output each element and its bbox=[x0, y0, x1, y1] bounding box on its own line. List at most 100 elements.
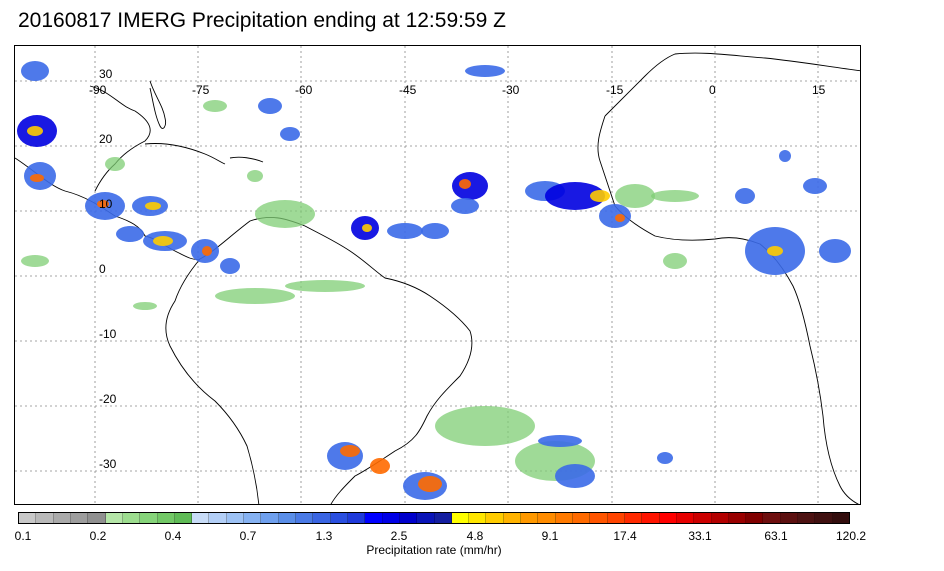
colorbar-swatch bbox=[399, 513, 418, 523]
precip-cell-moderate bbox=[657, 452, 673, 464]
colorbar-tick-label: 9.1 bbox=[541, 529, 559, 543]
longitude-label: -90 bbox=[89, 83, 107, 97]
map-title: 20160817 IMERG Precipitation ending at 1… bbox=[18, 9, 506, 32]
colorbar-swatch bbox=[417, 513, 435, 523]
colorbar-tick-label: 0.2 bbox=[89, 529, 107, 543]
colorbar-swatch bbox=[140, 513, 158, 523]
longitude-label: 15 bbox=[812, 83, 826, 97]
coastline-florida bbox=[149, 80, 166, 129]
colorbar-swatch bbox=[70, 513, 89, 523]
latitude-label: 10 bbox=[99, 197, 113, 211]
latitude-label: -10 bbox=[99, 327, 117, 341]
precip-cell-light bbox=[21, 255, 49, 267]
colorbar-tick-label: 1.3 bbox=[315, 529, 333, 543]
precip-cell-light bbox=[663, 253, 687, 269]
latitude-label: 20 bbox=[99, 132, 113, 146]
precip-cell-moderate bbox=[387, 223, 423, 239]
colorbar-swatch bbox=[728, 513, 747, 523]
colorbar-tick-label: 120.2 bbox=[835, 529, 867, 543]
colorbar-swatch bbox=[313, 513, 331, 523]
precipitation-map[interactable]: -90 -75 -60 -45 -30 -15 0 15 30 20 10 0 -10 -20 -30 bbox=[14, 45, 861, 505]
precip-cell-light bbox=[651, 190, 699, 202]
precip-cell-light bbox=[105, 157, 125, 171]
colorbar-swatch bbox=[780, 513, 799, 523]
longitude-label: -60 bbox=[295, 83, 313, 97]
colorbar-label: Precipitation rate (mm/hr) bbox=[366, 543, 502, 557]
precip-cell-intense bbox=[27, 126, 43, 136]
colorbar-swatch bbox=[521, 513, 539, 523]
coastline-cuba bbox=[144, 143, 226, 165]
coastline-south-america-west bbox=[165, 258, 260, 504]
precip-cell-moderate bbox=[819, 239, 851, 263]
coastline-africa bbox=[604, 52, 860, 117]
precip-cell-moderate bbox=[258, 98, 282, 114]
colorbar-swatch bbox=[486, 513, 504, 523]
coastline-africa-west bbox=[597, 115, 859, 504]
colorbar-tick-label: 0.4 bbox=[164, 529, 182, 543]
colorbar-swatch bbox=[503, 513, 522, 523]
latitude-labels: 30 20 10 0 -10 -20 -30 bbox=[99, 67, 117, 471]
colorbar-swatch bbox=[694, 513, 712, 523]
colorbar-swatch bbox=[763, 513, 781, 523]
colorbar-swatch bbox=[347, 513, 366, 523]
colorbar-swatch bbox=[261, 513, 279, 523]
precip-cell-moderate bbox=[779, 150, 791, 162]
latitude-label: -20 bbox=[99, 392, 117, 406]
colorbar-swatch bbox=[815, 513, 833, 523]
precip-cell-extreme bbox=[30, 174, 44, 182]
precip-cell-extreme bbox=[202, 246, 212, 256]
colorbar-tick-label: 2.5 bbox=[390, 529, 408, 543]
colorbar-swatch bbox=[538, 513, 556, 523]
precip-cell-light bbox=[285, 280, 365, 292]
longitude-labels: -90 -75 -60 -45 -30 -15 0 15 bbox=[89, 83, 826, 97]
colorbar-swatch bbox=[174, 513, 193, 523]
precip-cell-moderate bbox=[555, 464, 595, 488]
colorbar-swatch bbox=[296, 513, 314, 523]
colorbar-swatch bbox=[624, 513, 643, 523]
colorbar-swatch bbox=[209, 513, 227, 523]
precip-cell-moderate bbox=[803, 178, 827, 194]
precip-cell-light bbox=[133, 302, 157, 310]
precip-cell-light bbox=[247, 170, 263, 182]
colorbar-swatch bbox=[451, 513, 470, 523]
gridlines bbox=[15, 46, 860, 504]
colorbar-swatch bbox=[226, 513, 245, 523]
colorbar-swatch bbox=[157, 513, 175, 523]
colorbar-tick-label: 17.4 bbox=[613, 529, 637, 543]
colorbar-swatch bbox=[642, 513, 660, 523]
precip-cell-intense bbox=[590, 190, 610, 202]
precip-cell-extreme bbox=[97, 200, 109, 208]
precip-cell-light bbox=[435, 406, 535, 446]
longitude-label: -30 bbox=[502, 83, 520, 97]
latitude-label: 30 bbox=[99, 67, 113, 81]
precipitation-field bbox=[17, 61, 851, 500]
colorbar-swatch bbox=[832, 513, 849, 523]
precip-cell-light bbox=[615, 184, 655, 208]
colorbar-swatch bbox=[53, 513, 71, 523]
precip-cell-extreme bbox=[340, 445, 360, 457]
precip-cell-light bbox=[203, 100, 227, 112]
precip-cell-extreme bbox=[615, 214, 625, 222]
precip-cell-moderate bbox=[451, 198, 479, 214]
colorbar-swatch bbox=[365, 513, 383, 523]
precip-cell-moderate bbox=[465, 65, 505, 77]
colorbar bbox=[18, 512, 850, 524]
colorbar-tick-label: 0.1 bbox=[14, 529, 32, 543]
precip-cell-moderate bbox=[421, 223, 449, 239]
precip-cell-intense bbox=[362, 224, 372, 232]
precip-cell-moderate bbox=[599, 204, 631, 228]
precip-cell-light bbox=[215, 288, 295, 304]
precip-cell-intense bbox=[767, 246, 783, 256]
coastline-hispaniola bbox=[229, 156, 264, 163]
colorbar-tick-label: 63.1 bbox=[764, 529, 788, 543]
colorbar-swatch bbox=[36, 513, 54, 523]
precip-cell-intense bbox=[153, 236, 173, 246]
precip-cell-intense bbox=[145, 202, 161, 210]
precip-cell-light bbox=[255, 200, 315, 228]
latitude-label: 0 bbox=[99, 262, 106, 276]
colorbar-swatch bbox=[659, 513, 677, 523]
colorbar-swatch bbox=[555, 513, 573, 523]
colorbar-swatch bbox=[711, 513, 729, 523]
precip-cell-moderate bbox=[735, 188, 755, 204]
coastline-central-america bbox=[15, 157, 201, 260]
